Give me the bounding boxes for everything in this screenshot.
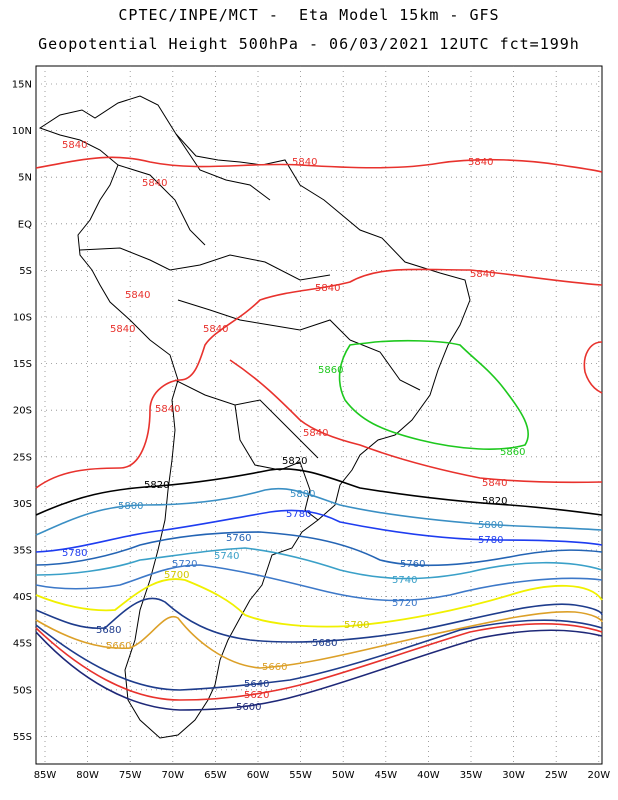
lon-tick-label: 75W [119, 770, 142, 781]
label-5780: 5780 [478, 535, 503, 546]
contour-5780 [35, 509, 603, 553]
lat-tick-label: 15S [13, 359, 32, 370]
lon-tick-label: 30W [502, 770, 525, 781]
label-5720: 5720 [392, 598, 417, 609]
label-5640: 5640 [244, 679, 269, 690]
label-5620: 5620 [244, 690, 269, 701]
label-5860: 5860 [318, 365, 343, 376]
contour-5840-south [229, 359, 603, 484]
lon-tick-label: 70W [161, 770, 184, 781]
label-5660: 5660 [262, 662, 287, 673]
label-5600: 5600 [236, 702, 261, 713]
contour-5620 [35, 622, 603, 701]
contour-5840-mid [35, 268, 603, 489]
lon-tick-label: 25W [545, 770, 568, 781]
contour-5740 [35, 547, 603, 580]
lon-tick-label: 20W [587, 770, 610, 781]
contour-5840-north [35, 156, 603, 173]
lat-tick-label: 10N [12, 126, 32, 137]
contour-5600 [35, 629, 603, 711]
label-5720: 5720 [172, 559, 197, 570]
lat-tick-label: 30S [13, 499, 32, 510]
lat-tick-label: 5N [18, 173, 32, 184]
contour-5840-east [583, 341, 603, 394]
contour-5660 [35, 610, 603, 669]
label-5800: 5800 [290, 489, 315, 500]
label-5840: 5840 [142, 178, 167, 189]
label-5840: 5840 [125, 290, 150, 301]
contour-5720 [35, 564, 603, 602]
label-5760: 5760 [226, 533, 251, 544]
lat-tick-label: 35S [13, 546, 32, 557]
label-5840: 5840 [315, 283, 340, 294]
coastline [38, 95, 471, 739]
label-5760: 5760 [400, 559, 425, 570]
lat-tick-label: 45S [13, 639, 32, 650]
lon-tick-label: 35W [460, 770, 483, 781]
label-5740: 5740 [214, 551, 239, 562]
contour-5680 [35, 597, 603, 643]
label-5840: 5840 [468, 157, 493, 168]
lat-tick-label: 5S [19, 266, 32, 277]
label-5840: 5840 [155, 404, 180, 415]
label-5800: 5800 [118, 501, 143, 512]
label-5660: 5660 [106, 641, 131, 652]
label-5700: 5700 [344, 620, 369, 631]
lat-tick-label: 20S [13, 406, 32, 417]
label-5840: 5840 [203, 324, 228, 335]
chart-subtitle: Geopotential Height 500hPa - 06/03/2021 … [38, 35, 580, 53]
label-5780: 5780 [62, 548, 87, 559]
label-5680: 5680 [312, 638, 337, 649]
label-5800: 5800 [478, 520, 503, 531]
lat-tick-label: 15N [12, 80, 32, 91]
label-5820: 5820 [144, 480, 169, 491]
contour-lines [35, 156, 603, 711]
map-frame [35, 65, 603, 765]
label-5700: 5700 [164, 570, 189, 581]
label-5780: 5780 [286, 509, 311, 520]
lon-tick-label: 80W [76, 770, 99, 781]
label-5840: 5840 [482, 478, 507, 489]
lon-tick-label: 60W [247, 770, 270, 781]
lon-tick-label: 85W [34, 770, 57, 781]
contour-5800 [35, 487, 603, 536]
latitude-axis: 15N 10N 5N EQ 5S 10S 15S 20S 25S 30S 35S 40S 45S 50S 5… [12, 80, 32, 743]
label-5820: 5820 [482, 496, 507, 507]
label-5840: 5840 [292, 157, 317, 168]
contour-5860 [338, 339, 530, 450]
label-5840: 5840 [110, 324, 135, 335]
lat-tick-label: 50S [13, 685, 32, 696]
contour-5700 [35, 578, 603, 628]
contour-5820 [35, 468, 603, 516]
label-5840: 5840 [62, 140, 87, 151]
contour-5640 [35, 619, 603, 691]
lat-tick-label: 40S [13, 592, 32, 603]
contour-5760 [35, 531, 603, 567]
lon-tick-label: 40W [417, 770, 440, 781]
lat-tick-label: 55S [13, 732, 32, 743]
lat-tick-label: 10S [13, 313, 32, 324]
label-5820: 5820 [282, 456, 307, 467]
lat-tick-label: EQ [18, 219, 32, 230]
label-5860: 5860 [500, 447, 525, 458]
lon-tick-label: 55W [289, 770, 312, 781]
label-5840: 5840 [470, 269, 495, 280]
lat-tick-label: 25S [13, 452, 32, 463]
lon-tick-label: 45W [374, 770, 397, 781]
label-5680: 5680 [96, 625, 121, 636]
label-5840: 5840 [303, 428, 328, 439]
lon-tick-label: 50W [332, 770, 355, 781]
lon-tick-label: 65W [204, 770, 227, 781]
longitude-axis: 85W 80W 75W 70W 65W 60W 55W 50W 45W 40W 35W 30W 25W 2… [34, 770, 611, 781]
chart-title: CPTEC/INPE/MCT - Eta Model 15km - GFS [118, 6, 500, 24]
label-5740: 5740 [392, 575, 417, 586]
